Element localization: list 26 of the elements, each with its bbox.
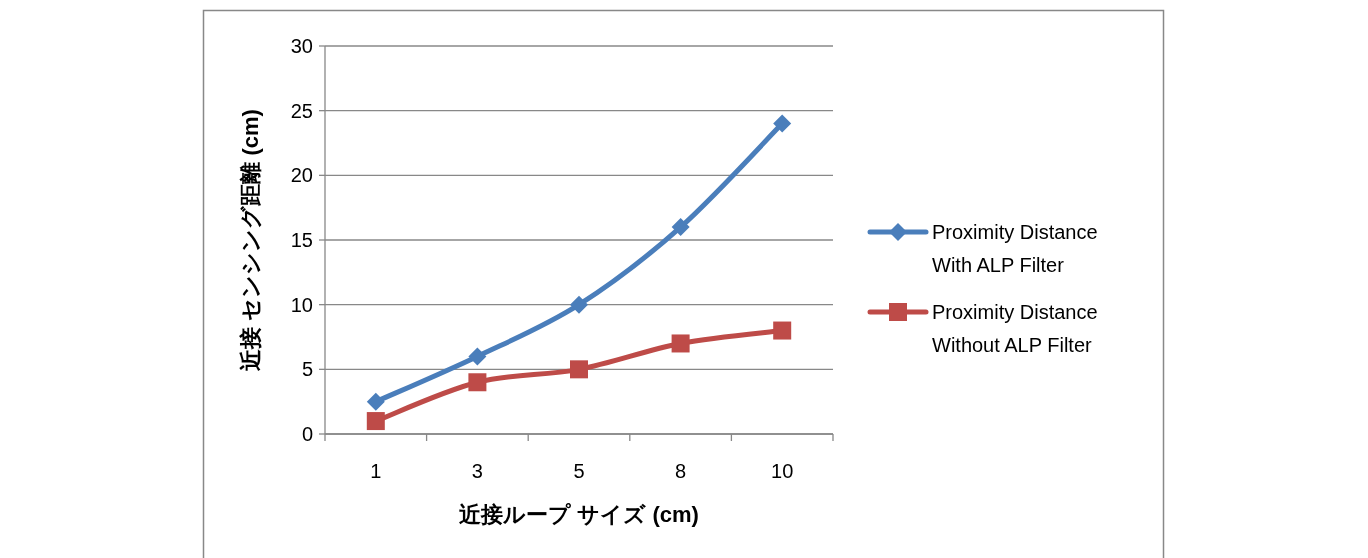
x-tick-label: 8: [675, 460, 687, 482]
y-axis-title: 近接 センシング距離 (cm): [238, 109, 263, 372]
point: [468, 373, 487, 392]
point: [671, 334, 690, 353]
point: [570, 295, 588, 314]
y-tick-label: 10: [290, 293, 313, 316]
x-tick-label: 1: [370, 460, 382, 482]
point: [773, 114, 792, 133]
point: [366, 392, 385, 411]
point: [366, 412, 385, 431]
x-tick-label: 5: [573, 460, 585, 482]
y-tick-label: 0: [301, 423, 313, 445]
point: [671, 218, 690, 237]
y-tick-label: 20: [290, 164, 313, 187]
legend-label: Proximity Distance With ALP Filter: [932, 221, 1098, 276]
y-tick-label: 30: [290, 35, 313, 57]
point: [468, 347, 487, 366]
legend-label: Proximity Distance Without ALP Filter: [932, 301, 1098, 356]
point: [570, 360, 588, 379]
y-tick-label: 25: [290, 99, 313, 122]
y-tick-label: 15: [290, 229, 313, 251]
x-axis-title: 近接ループ サイズ (cm): [458, 502, 699, 527]
point: [773, 321, 792, 340]
x-tick-label: 10: [771, 460, 794, 482]
x-tick-label: 3: [471, 460, 483, 482]
y-tick-label: 5: [301, 358, 313, 381]
